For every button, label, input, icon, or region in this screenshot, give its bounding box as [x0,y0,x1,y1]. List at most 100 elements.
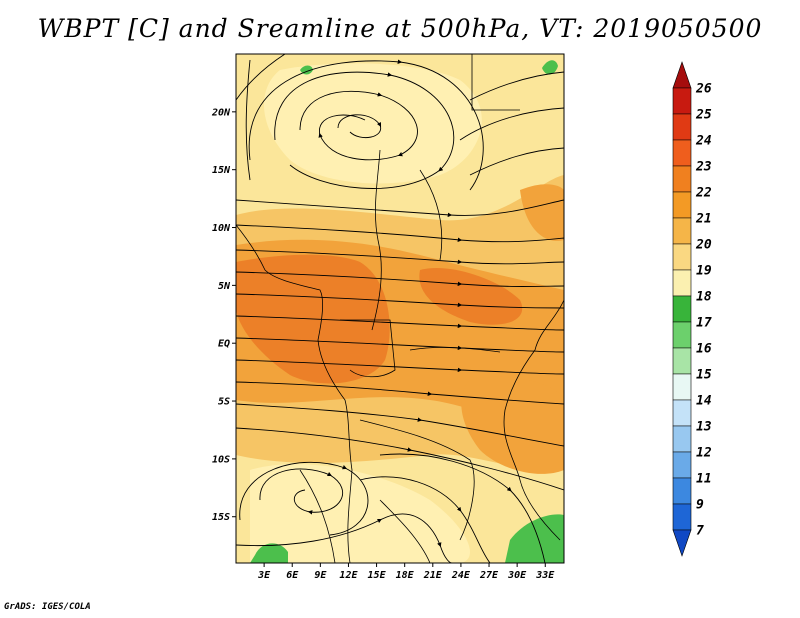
streamline [379,453,546,563]
colorbar-segment [672,347,692,375]
lat-tick-label: 5S [218,397,230,408]
colorbar-segment [672,191,692,219]
streamline [469,71,564,101]
streamline [459,107,564,141]
lon-tick-label: 3E [257,570,271,581]
colorbar-segment [672,477,692,505]
colorbar-label: 12 [696,446,712,461]
colorbar-segment [672,373,692,401]
lat-tick-label: 10S [212,454,230,465]
colorbar-label: 11 [696,472,712,487]
lon-tick-label: 21E [423,570,443,581]
colorbar-segment [672,425,692,453]
colorbar-label: 13 [696,420,712,435]
colorbar-segment [672,295,692,323]
lon-tick-label: 6E [286,570,299,581]
streamline [245,59,251,181]
lat-tick-label: 15N [212,165,231,176]
streamline [236,427,564,491]
streamline [236,359,564,375]
border [299,469,336,563]
colorbar-segment [672,503,692,531]
streamline [236,199,564,218]
colorbar-label: 18 [696,290,712,305]
border [409,346,501,353]
streamline [469,147,564,176]
colorbar-label: 14 [696,394,712,409]
lon-tick-label: 9E [314,570,327,581]
streamline [248,59,484,191]
colorbar: 26 25 24 23 22 21 20 19 18 17 16 15 14 13 12 11 9 7 [672,61,712,557]
colorbar-label: 9 [696,498,704,513]
border [359,419,475,541]
lat-tick-label: EQ [218,339,230,350]
colorbar-segment [672,139,692,167]
colorbar-label: 24 [695,134,712,149]
lat-tick-label: 20N [211,107,231,118]
colorbar-label: 7 [696,524,704,539]
streamline [259,468,343,515]
streamline [274,71,455,189]
colorbar-segment [672,269,692,297]
colorbar-label: 26 [695,82,712,97]
coastline-east [503,299,564,541]
chart-title: WBPT [C] and Sreamline at 500hPa, VT: 20… [37,14,763,43]
colorbar-segment [672,321,692,349]
wbpt-shade-green-sw [250,543,288,563]
lon-tick-label: 18E [396,570,415,581]
wbpt-shade-22-central [419,268,523,325]
lon-tick-label: 12E [339,570,358,581]
border [371,149,382,331]
lat-tick-label: 10N [212,223,231,234]
colorbar-segment [672,87,692,115]
lon-tick-label: 33E [535,570,555,581]
colorbar-segment [672,243,692,271]
colorbar-label: 22 [695,186,712,201]
streamlines [236,54,564,563]
lon-tick-label: 27E [479,570,499,581]
streamline [236,271,564,287]
wbpt-shade-green-ne [542,60,558,75]
map-plot-area [236,54,564,563]
colorbar-segment [672,399,692,427]
streamline [236,293,564,309]
colorbar-segment [672,529,692,557]
latitude-axis: 20N 15N 10N 5N EQ 5S 10S 15S [211,107,236,523]
colorbar-label: 20 [695,238,712,253]
colorbar-segment [672,165,692,193]
colorbar-label: 19 [696,264,712,279]
lon-tick-label: 24E [451,570,471,581]
lat-tick-label: 15S [212,512,230,523]
colorbar-label: 21 [695,212,712,227]
streamline [236,513,453,563]
lon-tick-label: 15E [368,570,387,581]
wbpt-shade-green-se [505,514,564,563]
country-borders [236,54,564,563]
streamline [236,403,564,447]
streamline [359,476,491,563]
wbpt-shade-21-east [461,376,564,474]
colorbar-label: 25 [695,108,712,123]
streamline [236,315,564,331]
colorbar-segment [672,61,692,89]
wbpt-shade-green-north [300,65,313,75]
streamline [236,381,564,405]
coastline-west [236,224,353,563]
streamline [239,461,369,536]
streamline [337,114,382,139]
lat-tick-label: 5N [218,281,231,292]
colorbar-segment [672,113,692,141]
streamline [236,249,564,265]
longitude-axis: 3E 6E 9E 12E 15E 18E 21E 24E 27E 30E 33E [257,563,555,581]
colorbar-segment [672,451,692,479]
wbpt-shade-21-northeast [520,184,564,241]
streamline [236,54,286,101]
border [471,54,520,111]
colorbar-label: 15 [696,368,712,383]
colorbar-label: 16 [696,342,712,357]
border [340,319,396,378]
border [379,499,431,563]
map-frame [235,53,565,564]
colorbar-segment [672,217,692,245]
